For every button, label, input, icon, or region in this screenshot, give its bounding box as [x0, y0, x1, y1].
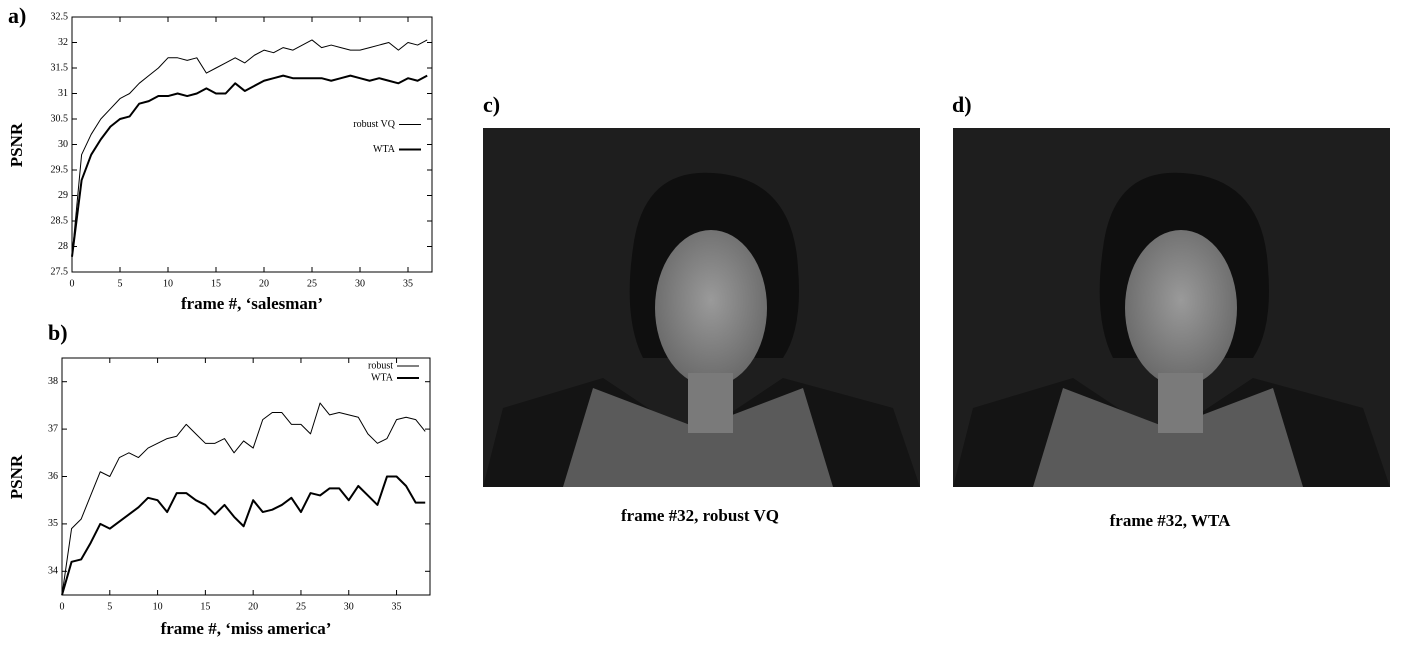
plot-frame [61, 357, 431, 596]
y-tick-label: 37 [48, 423, 58, 434]
panel-label: d) [952, 92, 972, 117]
y-tick-label: 29.5 [51, 164, 69, 175]
x-tick-label: 35 [392, 601, 402, 612]
y-axis-label: PSNR [7, 454, 26, 499]
y-tick-label: 28.5 [51, 215, 69, 226]
legend-label: robust [368, 360, 393, 371]
caption: frame #32, WTA [1110, 511, 1231, 530]
x-tick-label: 25 [307, 278, 317, 289]
y-tick-label: 28 [58, 241, 68, 252]
photo-c [483, 128, 920, 487]
x-tick-label: 5 [107, 601, 112, 612]
caption: frame #32, robust VQ [621, 506, 779, 525]
x-tick-label: 10 [153, 601, 163, 612]
y-tick-label: 32.5 [51, 11, 69, 22]
y-tick-label: 35 [48, 518, 58, 529]
panel-label: a) [8, 3, 26, 28]
y-tick-label: 30 [58, 139, 68, 150]
x-tick-label: 10 [163, 278, 173, 289]
x-tick-label: 25 [296, 601, 306, 612]
y-tick-label: 29 [58, 190, 68, 201]
series-line [71, 74, 428, 257]
series-line [71, 39, 428, 257]
x-tick-label: 20 [248, 601, 258, 612]
x-tick-label: 5 [118, 278, 123, 289]
y-tick-label: 38 [48, 376, 58, 387]
y-axis-label: PSNR [7, 122, 26, 167]
panel-label: c) [483, 92, 500, 117]
x-tick-label: 30 [355, 278, 365, 289]
y-tick-label: 27.5 [51, 266, 69, 277]
legend-label: WTA [373, 144, 396, 155]
y-tick-label: 30.5 [51, 113, 69, 124]
x-tick-label: 0 [60, 601, 65, 612]
series-line [61, 475, 426, 596]
x-axis-label: frame #, ‘miss america’ [161, 619, 332, 638]
y-tick-label: 31 [58, 88, 68, 99]
y-tick-label: 36 [48, 471, 58, 482]
x-tick-label: 20 [259, 278, 269, 289]
y-tick-label: 31.5 [51, 62, 69, 73]
x-axis-label: frame #, ‘salesman’ [181, 294, 323, 313]
y-tick-label: 32 [58, 37, 68, 48]
legend-label: robust VQ [353, 119, 396, 130]
x-tick-label: 30 [344, 601, 354, 612]
photo-d [953, 128, 1390, 487]
legend-label: WTA [371, 372, 394, 383]
x-tick-label: 0 [70, 278, 75, 289]
x-tick-label: 15 [211, 278, 221, 289]
panel-label: b) [48, 320, 68, 345]
series-line [61, 402, 426, 596]
y-tick-label: 34 [48, 566, 58, 577]
x-tick-label: 35 [403, 278, 413, 289]
x-tick-label: 15 [200, 601, 210, 612]
